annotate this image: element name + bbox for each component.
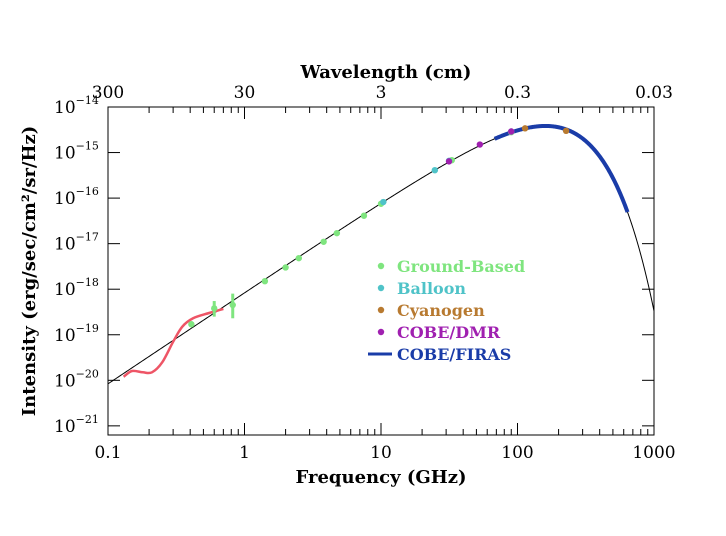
legend-label-ground-based: Ground-Based — [397, 257, 525, 276]
ground-based-point — [211, 305, 218, 312]
cobe-dmr-point — [508, 128, 515, 135]
legend-swatch-balloon — [377, 284, 385, 292]
x2-tick-label: 0.03 — [635, 83, 673, 103]
legend-label-cobe-firas: COBE/FIRAS — [397, 345, 511, 364]
ground-based-point — [360, 212, 368, 219]
y-tick-label: 10−17 — [54, 231, 99, 255]
x-axis-title: Frequency (GHz) — [296, 467, 467, 488]
firas-curve — [493, 123, 630, 213]
x-tick-label: 1 — [239, 443, 250, 463]
y-tick-label: 10−15 — [54, 140, 99, 164]
cobe-dmr-point — [445, 158, 453, 165]
x-tick-label: 0.1 — [94, 443, 121, 463]
y-tick-label: 10−18 — [54, 276, 99, 300]
legend-swatch-cyanogen — [377, 306, 385, 314]
x-tick-label: 10 — [370, 443, 392, 463]
cobe-dmr-point — [476, 141, 484, 148]
legend-swatch-cobe-dmr — [377, 328, 385, 336]
legend: Ground-Based Balloon Cyanogen COBE/DMR COBE/… — [368, 257, 525, 364]
axis-tick-labels: 0.1 1 10 100 1000 300 30 3 0.3 0.03 10−14 10−15 10−1… — [54, 83, 676, 463]
legend-swatch-ground-based — [377, 262, 385, 270]
x2-axis-title: Wavelength (cm) — [300, 62, 472, 83]
y-tick-label: 10−16 — [54, 185, 99, 209]
ground-based-point — [333, 229, 341, 237]
x2-tick-label: 300 — [92, 83, 124, 103]
synchrotron-curve — [122, 307, 224, 378]
ground-based-point — [320, 238, 327, 245]
ground-based-point — [229, 301, 236, 309]
blackbody-curve — [107, 125, 655, 385]
y-tick-label: 10−19 — [54, 322, 99, 346]
legend-label-balloon: Balloon — [397, 279, 466, 298]
cyanogen-point — [562, 127, 570, 135]
y-tick-label: 10−20 — [54, 367, 99, 391]
y-axis-title: Intensity (erg/sec/cm²/sr/Hz) — [19, 126, 40, 417]
x2-tick-label: 30 — [234, 83, 256, 103]
data-points — [188, 125, 570, 328]
x2-tick-label: 3 — [376, 83, 387, 103]
axis-ticks — [107, 106, 654, 435]
y-tick-label: 10−21 — [54, 413, 99, 437]
legend-label-cyanogen: Cyanogen — [397, 301, 485, 320]
ground-based-point — [261, 277, 269, 285]
balloon-point — [380, 198, 387, 206]
ground-based-point — [295, 254, 303, 262]
ground-based-point — [188, 321, 195, 328]
x-tick-label: 1000 — [632, 443, 675, 463]
x2-tick-label: 0.3 — [504, 83, 531, 103]
ground-based-point — [282, 264, 289, 271]
legend-label-cobe-dmr: COBE/DMR — [397, 323, 501, 342]
cyanogen-point — [521, 125, 529, 132]
y-tick-label: 10−14 — [54, 94, 99, 118]
balloon-point — [431, 166, 439, 174]
x-tick-label: 100 — [501, 443, 533, 463]
plot-frame — [107, 106, 655, 436]
